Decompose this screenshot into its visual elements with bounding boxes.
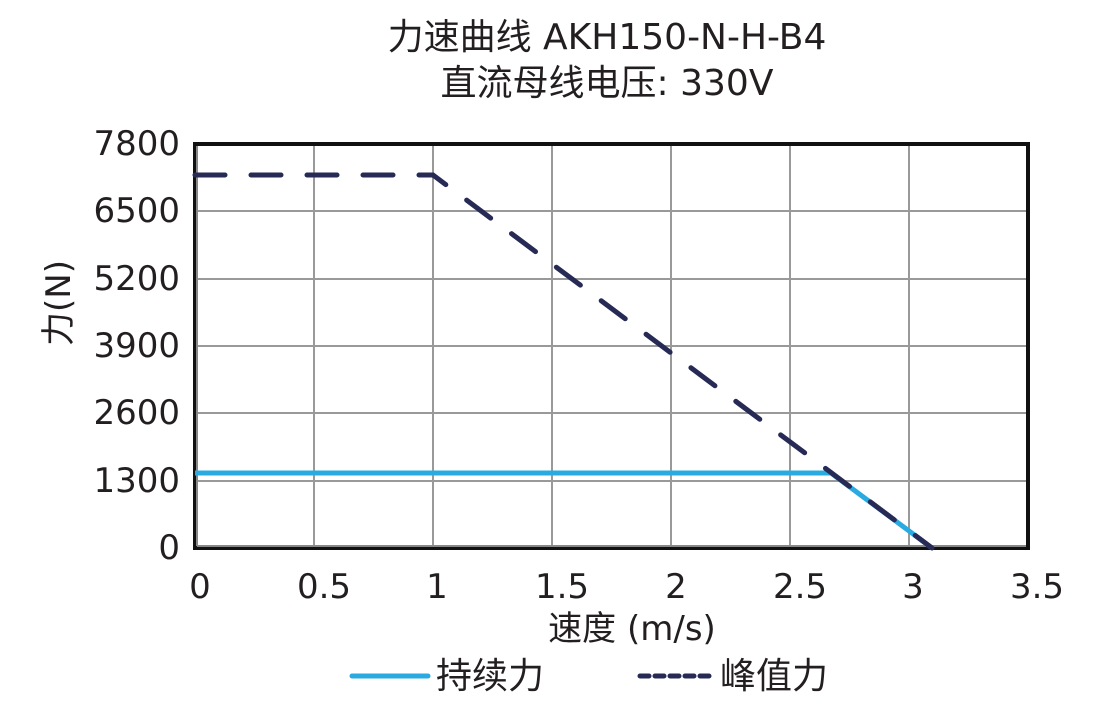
legend-continuous-label: 持续力 bbox=[436, 656, 544, 697]
x-tick: 0.5 bbox=[297, 567, 351, 607]
y-axis-ticks: 0 1300 2600 3900 5200 6500 7800 bbox=[93, 124, 180, 568]
x-tick: 1.5 bbox=[535, 567, 589, 607]
y-tick: 2600 bbox=[93, 393, 180, 433]
legend: 持续力 峰值力 bbox=[349, 656, 828, 697]
series-peak-force bbox=[192, 172, 935, 551]
x-tick: 2 bbox=[665, 567, 687, 607]
gridlines bbox=[195, 144, 1028, 548]
legend-peak-label: 峰值力 bbox=[720, 656, 828, 697]
y-tick: 7800 bbox=[93, 124, 180, 164]
y-axis-label: 力(N) bbox=[39, 260, 79, 346]
y-tick: 1300 bbox=[93, 461, 180, 501]
x-axis-label: 速度 (m/s) bbox=[548, 609, 716, 649]
chart-title: 力速曲线 AKH150-N-H-B4 bbox=[387, 17, 827, 58]
series-continuous-force bbox=[195, 470, 934, 551]
x-tick: 3.5 bbox=[1010, 567, 1064, 607]
x-tick: 1 bbox=[426, 567, 448, 607]
x-tick: 2.5 bbox=[773, 567, 827, 607]
plot-frame bbox=[193, 142, 1030, 550]
y-tick: 0 bbox=[158, 528, 180, 568]
y-tick: 3900 bbox=[93, 326, 180, 366]
y-tick: 6500 bbox=[93, 191, 180, 231]
x-tick: 0 bbox=[189, 567, 211, 607]
chart-subtitle: 直流母线电压: 330V bbox=[440, 63, 774, 104]
y-tick: 5200 bbox=[93, 259, 180, 299]
x-tick: 3 bbox=[902, 567, 924, 607]
x-axis-ticks: 0 0.5 1 1.5 2 2.5 3 3.5 bbox=[189, 567, 1064, 607]
